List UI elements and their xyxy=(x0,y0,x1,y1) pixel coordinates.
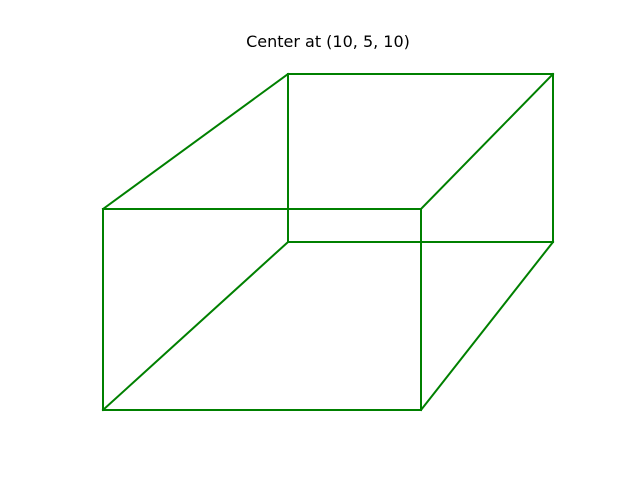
bottom-right-depth-edge xyxy=(419,240,555,412)
figure-title: Center at (10, 5, 10) xyxy=(246,32,410,51)
cuboid-edges xyxy=(101,72,555,412)
bottom-left-depth-edge xyxy=(101,240,290,412)
top-left-depth-edge xyxy=(101,72,290,211)
top-right-depth-edge xyxy=(419,72,555,211)
